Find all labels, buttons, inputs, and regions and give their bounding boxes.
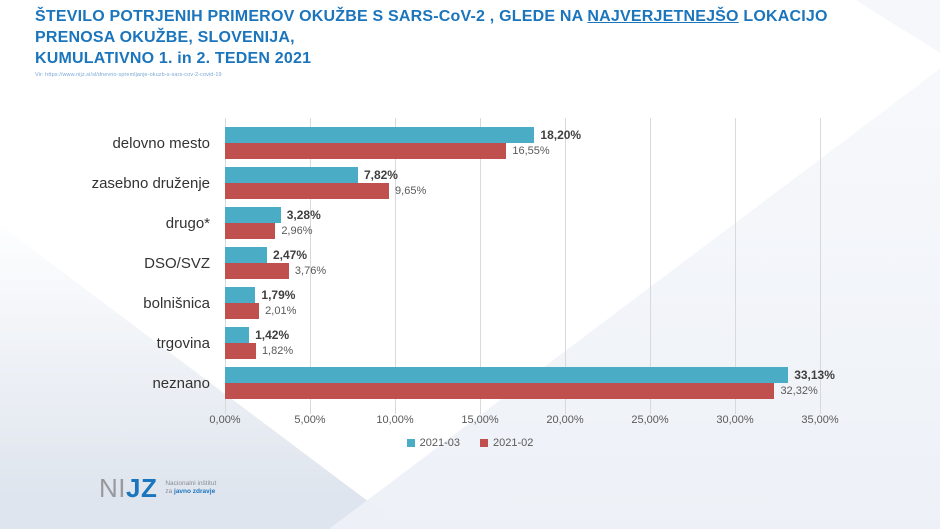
value-label-2021-02: 16,55% <box>512 145 550 157</box>
x-tick-label: 5,00% <box>294 414 326 426</box>
nijz-logo-tagline: Nacionalni inštitut za javno zdravje <box>165 480 217 495</box>
title-line-1: ŠTEVILO POTRJENIH PRIMEROV OKUŽBE S SARS… <box>35 8 828 25</box>
category-label: trgovina <box>156 334 210 352</box>
chart-row: zasebno druženje 7,82% 9,65% <box>30 163 910 203</box>
legend-swatch-2021-02 <box>480 439 488 447</box>
bar-track: 1,79% 2,01% <box>225 287 820 319</box>
bar-2021-03: 1,42% <box>225 327 289 343</box>
gridline <box>480 118 481 414</box>
gridline <box>735 118 736 414</box>
chart-row: trgovina 1,42% 1,82% <box>30 323 910 363</box>
bar-2021-02: 2,96% <box>225 223 313 239</box>
bar-track: 3,28% 2,96% <box>225 207 820 239</box>
bar-2021-03: 7,82% <box>225 167 398 183</box>
legend-label-2021-02: 2021-02 <box>493 437 534 449</box>
source-link: Vir: https://www.nijz.si/sl/dnevno-sprem… <box>35 72 222 78</box>
chart-row: neznano 33,13% 32,32% <box>30 363 910 403</box>
bar-track: 33,13% 32,32% <box>225 367 835 399</box>
bar-2021-03: 33,13% <box>225 367 835 383</box>
value-label-2021-02: 3,76% <box>294 265 327 277</box>
bar-2021-03: 18,20% <box>225 127 581 143</box>
x-axis: 0,00% 5,00% 10,00% 15,00% 20,00% 25,00% 30,00%… <box>209 414 838 428</box>
x-tick-label: 0,00% <box>209 414 241 426</box>
chart-row: delovno mesto 18,20% 16,55% <box>30 123 910 163</box>
header: ŠTEVILO POTRJENIH PRIMEROV OKUŽBE S SARS… <box>35 6 828 78</box>
bar-2021-03: 3,28% <box>225 207 321 223</box>
legend-item-2021-02: 2021-02 <box>480 437 533 449</box>
value-label-2021-02: 1,82% <box>261 345 294 357</box>
category-label: bolnišnica <box>143 294 210 312</box>
x-tick-label: 15,00% <box>461 414 499 426</box>
chart-row: DSO/SVZ 2,47% 3,76% <box>30 243 910 283</box>
bar-track: 18,20% 16,55% <box>225 127 820 159</box>
bar-track: 7,82% 9,65% <box>225 167 820 199</box>
x-tick-label: 10,00% <box>376 414 414 426</box>
bar-2021-02: 32,32% <box>225 383 818 399</box>
page-title: ŠTEVILO POTRJENIH PRIMEROV OKUŽBE S SARS… <box>35 6 828 69</box>
gridline <box>565 118 566 414</box>
gridline <box>650 118 651 414</box>
value-label-2021-03: 3,28% <box>286 208 321 222</box>
value-label-2021-02: 2,01% <box>265 305 297 317</box>
title-line-2: PRENOSA OKUŽBE, SLOVENIJA, <box>35 29 295 46</box>
category-label: zasebno druženje <box>91 174 210 192</box>
value-label-2021-03: 33,13% <box>794 368 835 382</box>
bar-chart: delovno mesto 18,20% 16,55% zasebno druženj… <box>30 112 910 457</box>
value-label-2021-02: 9,65% <box>395 185 427 197</box>
legend-item-2021-03: 2021-03 <box>406 437 460 449</box>
nijz-logo: NIJZ Nacionalni inštitut za javno zdravj… <box>99 474 216 502</box>
bar-2021-02: 16,55% <box>225 143 550 159</box>
chart-row: drugo* 3,28% 2,96% <box>30 203 910 243</box>
bar-2021-02: 9,65% <box>225 183 426 199</box>
category-label: delovno mesto <box>112 134 210 152</box>
category-label: drugo* <box>165 214 210 232</box>
value-label-2021-03: 1,79% <box>261 288 296 302</box>
bar-2021-03: 2,47% <box>225 247 307 263</box>
gridline <box>820 118 821 414</box>
bar-2021-03: 1,79% <box>225 287 295 303</box>
x-tick-label: 35,00% <box>801 414 839 426</box>
value-label-2021-03: 2,47% <box>272 248 308 262</box>
bar-track: 1,42% 1,82% <box>225 327 820 359</box>
legend-label-2021-03: 2021-03 <box>419 437 460 449</box>
title-underlined-word: NAJVERJETNEJŠO <box>587 8 739 25</box>
gridline <box>395 118 396 414</box>
category-label: DSO/SVZ <box>144 254 210 272</box>
value-label-2021-03: 7,82% <box>363 168 398 182</box>
chart-legend: 2021-03 2021-02 <box>30 437 910 449</box>
value-label-2021-03: 18,20% <box>540 128 582 142</box>
value-label-2021-02: 32,32% <box>780 385 818 397</box>
bar-2021-02: 2,01% <box>225 303 296 319</box>
x-tick-label: 30,00% <box>716 414 754 426</box>
value-label-2021-02: 2,96% <box>281 225 313 237</box>
chart-row: bolnišnica 1,79% 2,01% <box>30 283 910 323</box>
bar-track: 2,47% 3,76% <box>225 247 820 279</box>
chart-rows: delovno mesto 18,20% 16,55% zasebno druženj… <box>30 123 910 403</box>
x-tick-label: 25,00% <box>631 414 669 426</box>
value-label-2021-03: 1,42% <box>255 328 290 342</box>
gridline <box>310 118 311 414</box>
title-line-3: KUMULATIVNO 1. in 2. TEDEN 2021 <box>35 50 312 67</box>
bar-2021-02: 3,76% <box>225 263 326 279</box>
nijz-logo-wordmark: NIJZ <box>99 473 158 503</box>
bar-2021-02: 1,82% <box>225 343 293 359</box>
x-tick-label: 20,00% <box>546 414 584 426</box>
legend-swatch-2021-03 <box>406 439 415 447</box>
category-label: neznano <box>152 374 210 392</box>
